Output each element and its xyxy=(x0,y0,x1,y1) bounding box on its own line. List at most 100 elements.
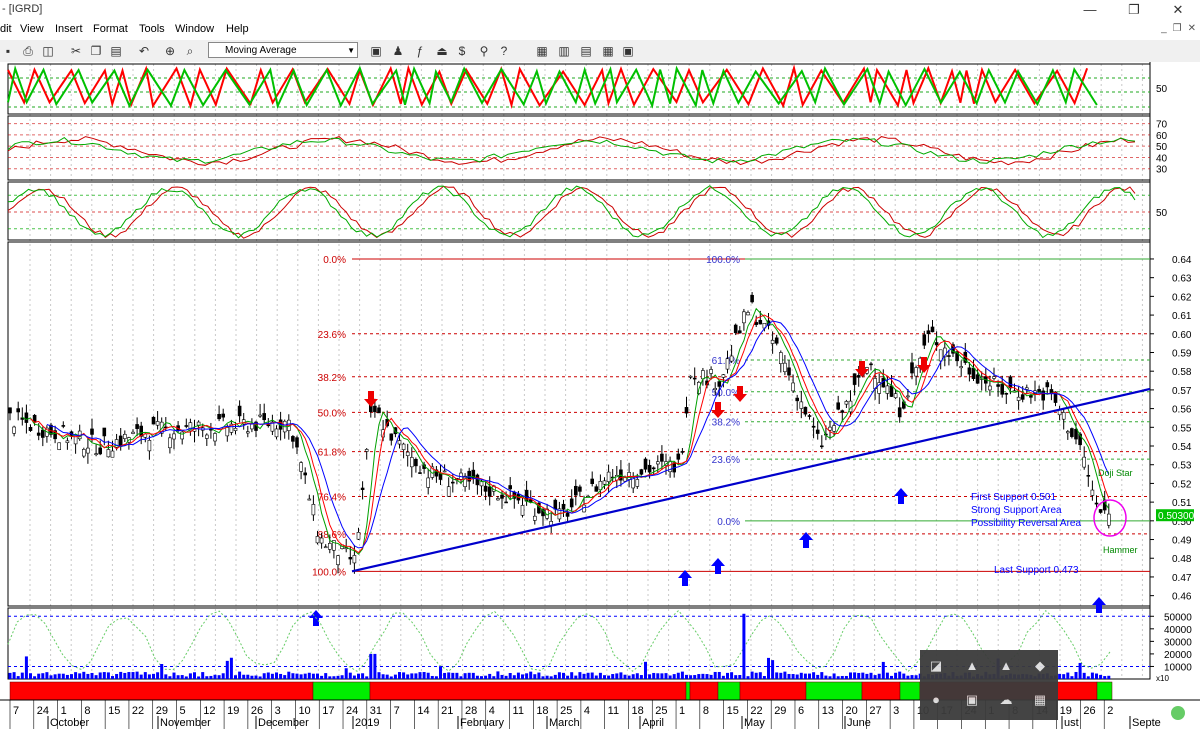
person-icon[interactable]: ♟ xyxy=(392,44,404,58)
volume-bar xyxy=(447,672,451,679)
help-pointer-icon[interactable]: ? xyxy=(500,44,508,58)
layout-2-icon[interactable]: ▥ xyxy=(558,44,570,58)
candle-body xyxy=(356,532,361,540)
tray-cloud-icon[interactable]: ☁ xyxy=(999,692,1013,707)
volume-bar xyxy=(1090,672,1094,679)
candle-body xyxy=(660,453,664,462)
volume-bar xyxy=(467,672,471,679)
chevron-down-icon: ▼ xyxy=(347,46,355,55)
volume-bar xyxy=(164,674,168,679)
candle-body xyxy=(725,358,730,370)
candle-body xyxy=(774,337,779,344)
volume-bar xyxy=(598,672,602,679)
indicator-select[interactable]: Moving Average ▼ xyxy=(208,42,358,58)
candle-body xyxy=(1086,475,1091,477)
volume-bar xyxy=(20,672,24,679)
layout-3-icon[interactable]: ▤ xyxy=(580,44,592,58)
candle-body xyxy=(401,443,406,450)
mdi-minimize-button[interactable]: _ xyxy=(1161,23,1167,34)
menu-format[interactable]: Format xyxy=(93,23,128,35)
volume-bar xyxy=(266,672,270,679)
menu-view[interactable]: View xyxy=(20,23,44,35)
candle-body xyxy=(631,477,636,489)
function-icon[interactable]: ƒ xyxy=(416,44,424,58)
layout-5-icon[interactable]: ▣ xyxy=(622,44,634,58)
candle-body xyxy=(1004,393,1009,395)
volume-bar xyxy=(820,672,824,679)
price-tick-label: 0.48 xyxy=(1172,554,1192,565)
candle-body xyxy=(602,480,607,485)
paste-icon[interactable]: ▤ xyxy=(110,44,122,58)
dollar-icon[interactable]: $ xyxy=(458,44,466,58)
layout-4-icon[interactable]: ▦ xyxy=(602,44,614,58)
mdi-close-button[interactable]: ✕ xyxy=(1187,23,1196,34)
volume-bar xyxy=(410,673,414,679)
copy-icon[interactable]: ❐ xyxy=(90,44,102,58)
volume-bar xyxy=(627,675,631,679)
menu-window[interactable]: Window xyxy=(175,23,215,35)
cut-icon[interactable]: ✂ xyxy=(70,44,82,58)
candle-body xyxy=(12,426,16,434)
volume-bar xyxy=(393,674,397,679)
volume-bar xyxy=(221,673,225,679)
menu-tools[interactable]: Tools xyxy=(139,23,165,35)
tray-app-icon[interactable]: ◪ xyxy=(929,658,943,673)
save-icon[interactable]: ▪ xyxy=(5,44,11,58)
candle-body xyxy=(1082,456,1086,468)
menu-help[interactable]: Help xyxy=(226,23,249,35)
zoom-icon[interactable]: ⌕ xyxy=(186,44,194,58)
close-button[interactable]: ✕ xyxy=(1172,2,1184,17)
tray-network-icon[interactable]: ▦ xyxy=(1033,692,1047,707)
candle-body xyxy=(135,424,139,429)
volume-bar xyxy=(344,668,348,679)
fib-small-label: 38.2% xyxy=(712,418,740,429)
minimize-button[interactable]: — xyxy=(1083,2,1097,17)
candle-body xyxy=(319,537,324,544)
binoculars-icon[interactable]: ⚲ xyxy=(479,44,489,58)
undo-icon[interactable]: ↶ xyxy=(138,44,150,58)
signal-segment xyxy=(312,681,371,701)
menu-edit[interactable]: dit xyxy=(0,23,12,35)
tray-nvidia-icon[interactable]: ▣ xyxy=(965,692,979,707)
menu-insert[interactable]: Insert xyxy=(55,23,83,35)
volume-bar xyxy=(717,671,721,679)
volume-bar xyxy=(193,672,196,679)
candle-body xyxy=(893,393,898,399)
volume-bar xyxy=(33,676,37,679)
month-label: March xyxy=(549,717,580,729)
candle-body xyxy=(450,481,455,484)
crosshair-icon[interactable]: ⊕ xyxy=(164,44,176,58)
month-label: Septe xyxy=(1132,717,1161,729)
layout-1-icon[interactable]: ▦ xyxy=(536,44,548,58)
tray-flag2-icon[interactable]: ▲ xyxy=(999,658,1013,673)
month-label: May xyxy=(744,717,765,729)
candle-body xyxy=(721,374,726,378)
candle-body xyxy=(926,330,931,335)
volume-bar xyxy=(328,676,332,679)
portfolio-icon[interactable]: ▣ xyxy=(370,44,382,58)
volume-bar xyxy=(455,672,459,679)
volume-bar xyxy=(754,672,758,679)
candle-body xyxy=(221,413,225,418)
candle-body xyxy=(897,407,902,418)
restore-button[interactable]: ❐ xyxy=(1128,2,1140,17)
tray-location-icon[interactable]: ● xyxy=(932,692,940,707)
mdi-restore-button[interactable]: ❐ xyxy=(1172,23,1182,34)
day-tick-label: 7 xyxy=(394,705,400,717)
print-preview-icon[interactable]: ◫ xyxy=(42,44,54,58)
volume-bar xyxy=(139,674,143,679)
day-tick-label: 26 xyxy=(1083,705,1095,717)
fib-level-label: 100.0% xyxy=(312,567,346,578)
volume-bar xyxy=(828,676,832,679)
tray-diamond-icon[interactable]: ◆ xyxy=(1035,658,1045,673)
scan-icon[interactable]: ⏏ xyxy=(436,44,448,58)
volume-bar xyxy=(373,653,377,679)
tray-flag-icon[interactable]: ▲ xyxy=(965,658,979,673)
candle-body xyxy=(332,540,336,551)
print-icon[interactable]: ⎙ xyxy=(23,44,33,58)
candle-body xyxy=(803,406,808,415)
volume-bar xyxy=(406,674,410,679)
volume-bar xyxy=(865,673,869,679)
candle-body xyxy=(942,347,947,358)
